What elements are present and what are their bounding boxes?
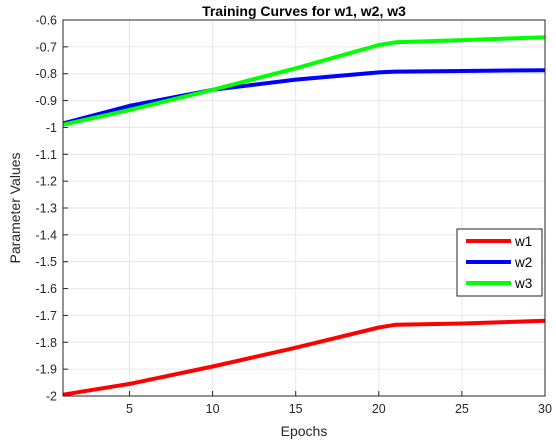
y-tick-label: -1.3 — [35, 202, 57, 216]
chart-title: Training Curves for w1, w2, w3 — [202, 3, 406, 19]
x-tick-label: 5 — [126, 402, 133, 416]
series-line-w3 — [62, 35, 546, 127]
x-axis-title: Epochs — [281, 423, 328, 439]
x-tick-label: 15 — [289, 402, 303, 416]
series-line-w2 — [62, 68, 546, 126]
y-tick-label: -1.5 — [35, 255, 57, 269]
y-tick-label: -1 — [46, 121, 57, 135]
y-tick-label: -0.7 — [35, 40, 57, 54]
series-line-w1 — [62, 318, 546, 397]
axis-ticks: 5 10 15 20 25 30 -2 -1.9 -1.8 -1.7 -1.6 -1.5 -1.4 -1.… — [35, 14, 552, 417]
y-tick-label: -1.9 — [35, 363, 57, 377]
y-tick-label: -2 — [46, 390, 57, 404]
y-tick-label: -1.8 — [35, 336, 57, 350]
x-tick-label: 20 — [372, 402, 386, 416]
y-tick-label: -0.6 — [35, 14, 57, 28]
y-tick-label: -1.4 — [35, 228, 57, 242]
y-axis-title: Parameter Values — [7, 152, 23, 263]
x-tick-label: 25 — [455, 402, 469, 416]
y-tick-label: -0.9 — [35, 94, 57, 108]
y-tick-label: -1.6 — [35, 282, 57, 296]
y-tick-label: -1.7 — [35, 309, 57, 323]
y-tick-label: -0.8 — [35, 67, 57, 81]
legend-label-w2: w2 — [514, 255, 532, 270]
legend-label-w3: w3 — [514, 276, 532, 291]
series-lines — [62, 35, 546, 397]
x-tick-label: 10 — [206, 402, 220, 416]
y-tick-label: -1.2 — [35, 175, 57, 189]
x-tick-label: 30 — [538, 402, 552, 416]
legend: w1 w2 w3 — [456, 228, 543, 297]
legend-label-w1: w1 — [514, 234, 532, 249]
y-tick-label: -1.1 — [35, 148, 57, 162]
